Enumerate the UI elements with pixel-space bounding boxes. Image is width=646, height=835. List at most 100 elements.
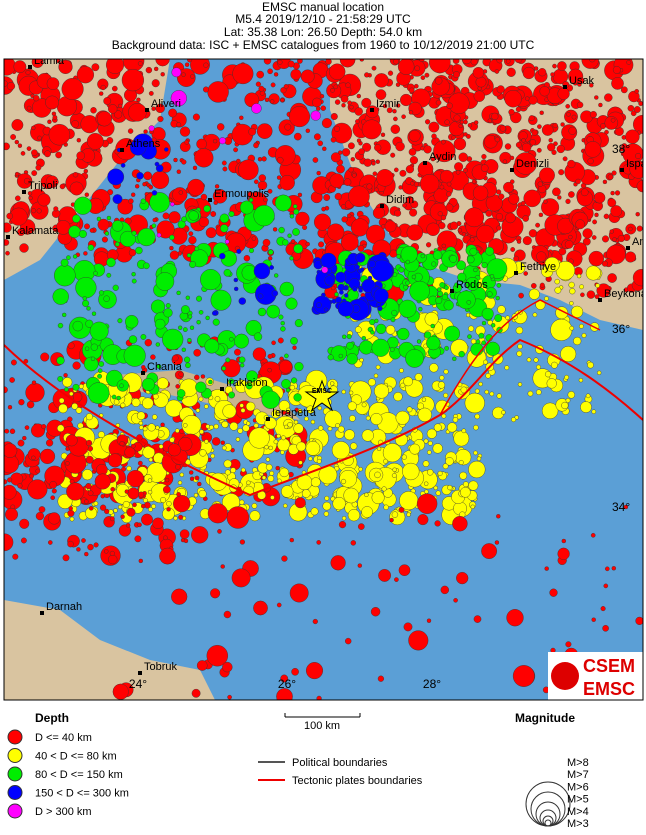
seismic-event: [440, 215, 447, 221]
seismic-event: [361, 506, 373, 518]
seismic-event: [607, 198, 617, 208]
seismic-event: [188, 470, 194, 475]
seismic-event: [289, 106, 311, 128]
seismic-event: [282, 239, 289, 246]
seismic-event: [86, 132, 104, 150]
seismic-event: [204, 439, 209, 444]
seismic-event: [28, 195, 33, 201]
seismic-event: [205, 315, 210, 321]
seismic-event: [334, 99, 341, 105]
seismic-event: [508, 108, 515, 116]
magnitude-swatch: [544, 819, 552, 827]
seismic-event: [366, 183, 373, 190]
seismic-event: [439, 184, 445, 190]
seismic-event: [180, 305, 190, 314]
seismic-event: [138, 420, 144, 426]
seismic-event: [76, 547, 81, 552]
seismic-event: [273, 439, 279, 445]
seismic-event: [441, 294, 449, 301]
seismic-event: [81, 469, 93, 481]
seismic-event: [389, 347, 395, 352]
seismic-event: [293, 132, 302, 141]
seismic-event: [464, 207, 485, 228]
seismic-event: [112, 194, 123, 205]
seismic-event: [321, 118, 332, 129]
seismic-event: [176, 68, 196, 87]
seismic-event: [437, 381, 446, 389]
seismic-event: [111, 394, 117, 400]
seismic-event: [405, 280, 411, 286]
seismic-event: [330, 136, 337, 143]
seismic-event: [474, 120, 479, 125]
seismic-event: [528, 229, 538, 238]
seismic-event: [515, 141, 522, 148]
seismic-event: [427, 469, 434, 476]
seismic-event: [72, 320, 84, 332]
seismic-event: [177, 480, 183, 485]
seismic-event: [57, 375, 64, 382]
boundary-label: Political boundaries: [292, 757, 388, 769]
seismic-event: [638, 101, 643, 106]
seismic-event: [267, 368, 272, 373]
seismic-event: [144, 501, 151, 509]
seismic-event: [372, 206, 385, 219]
seismic-event: [196, 320, 201, 325]
seismic-event: [117, 318, 123, 324]
seismic-event: [289, 256, 294, 261]
seismic-event: [281, 485, 294, 498]
seismic-event: [233, 147, 239, 153]
seismic-event: [76, 66, 94, 84]
seismic-event: [6, 81, 16, 91]
seismic-event: [515, 326, 524, 335]
seismic-event: [222, 166, 228, 172]
seismic-event: [87, 382, 110, 404]
seismic-event: [318, 241, 325, 248]
seismic-event: [445, 457, 454, 466]
seismic-event: [203, 205, 211, 213]
seismic-event: [140, 198, 147, 204]
seismic-event: [25, 69, 31, 75]
seismic-event: [31, 59, 44, 68]
seismic-event: [470, 59, 478, 66]
seismic-event: [558, 247, 567, 256]
seismic-event: [343, 178, 352, 186]
seismic-event: [293, 243, 304, 254]
seismic-event: [126, 470, 144, 488]
seismic-event: [454, 162, 464, 172]
city-marker: [370, 108, 374, 112]
seismic-event: [193, 493, 199, 498]
seismic-event: [376, 323, 387, 335]
seismic-event: [453, 430, 470, 447]
seismic-event: [334, 292, 339, 297]
seismic-event: [317, 140, 324, 147]
seismic-event: [4, 479, 8, 485]
seismic-event: [314, 213, 332, 231]
seismic-event: [270, 82, 276, 88]
seismic-event: [178, 371, 184, 377]
seismic-event: [614, 190, 621, 196]
seismic-event: [349, 415, 356, 422]
seismic-event: [406, 224, 423, 241]
seismic-event: [220, 564, 225, 569]
seismic-event: [513, 255, 520, 262]
seismic-event: [620, 86, 628, 94]
seismic-event: [143, 171, 152, 181]
depth-label: 40 < D <= 80 km: [35, 751, 117, 763]
seismic-event: [406, 512, 411, 517]
seismic-event: [265, 463, 273, 471]
seismic-event: [84, 223, 90, 230]
seismic-event: [26, 146, 32, 151]
seismic-event: [221, 445, 227, 451]
seismic-event: [280, 435, 286, 441]
seismic-event: [281, 555, 288, 562]
seismic-event: [31, 380, 37, 385]
seismic-event: [312, 618, 318, 625]
seismic-event: [580, 401, 592, 413]
seismic-event: [369, 319, 376, 326]
seismic-event: [175, 464, 181, 470]
seismic-event: [591, 617, 596, 622]
seismic-event: [475, 76, 487, 88]
seismic-event: [182, 422, 188, 428]
seismic-event: [277, 337, 284, 344]
seismic-event: [142, 181, 147, 187]
